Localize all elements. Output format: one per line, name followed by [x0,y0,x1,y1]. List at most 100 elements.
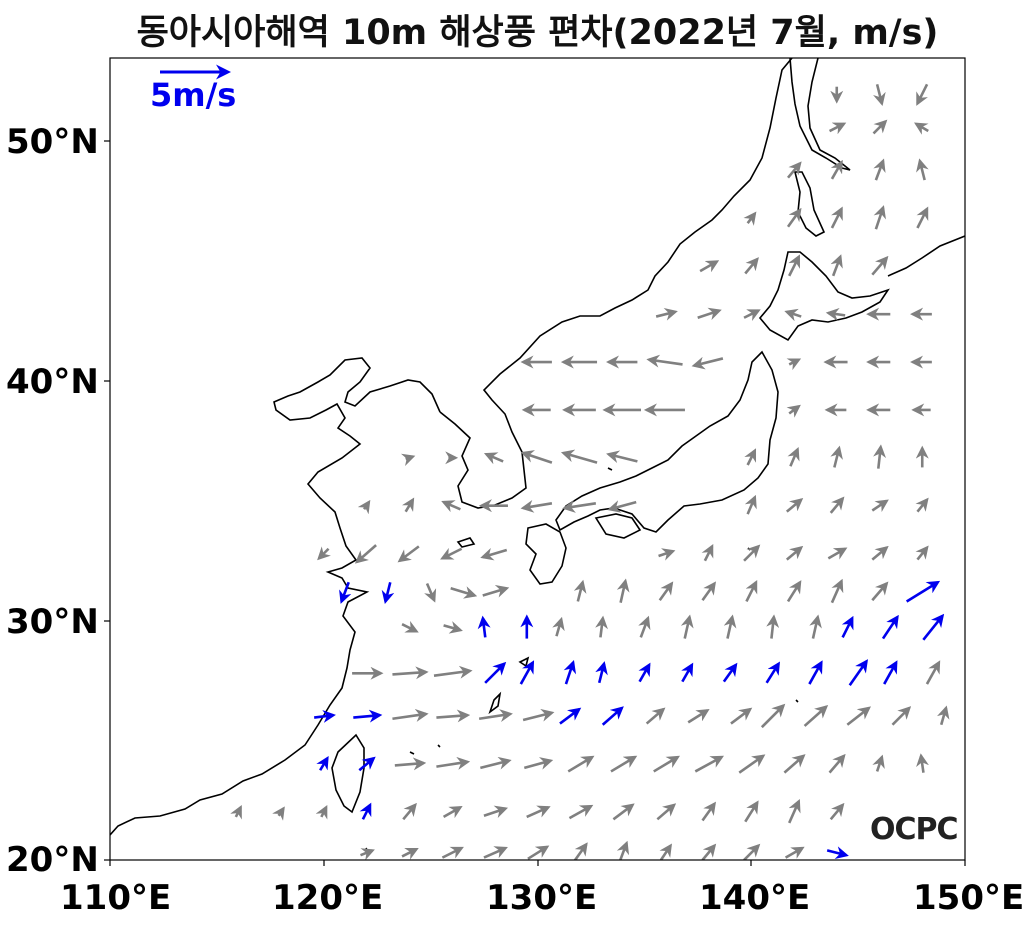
wind-vector-94 [443,621,463,634]
wind-vector-52 [830,445,843,468]
significant-wind-vector-113 [595,661,608,684]
wind-vector-127 [522,708,555,722]
wind-vector-152 [916,753,929,773]
wind-vector-97 [552,616,565,637]
wind-vector-13 [873,205,886,230]
y-tick-label-40n: 40°N [6,362,99,402]
wind-vector-176 [701,843,717,860]
map-title: 동아시아해역 10m 해상풍 편차(2022년 7월, m/s) [136,13,939,53]
wind-vector-135 [846,706,871,726]
wind-vector-field [230,83,950,860]
wind-vector-99 [638,615,651,638]
axis-ticks [104,140,966,866]
x-tick-label-120e: 120°E [272,878,384,918]
shikoku-coastline [594,513,642,539]
wind-vector-57 [441,500,461,513]
jeju-island [456,537,476,548]
wind-vector-142 [480,756,512,770]
wind-vector-69 [397,545,420,563]
significant-wind-vector-118 [808,660,823,685]
wind-vector-68 [354,544,377,564]
wind-vector-100 [680,614,694,639]
significant-wind-vector-112 [563,659,577,685]
wind-vector-51 [787,447,800,467]
wind-vector-172 [527,845,550,860]
significant-wind-vector-111 [519,660,535,685]
wind-vector-14 [916,206,929,229]
coastlines [110,58,965,853]
wind-vector-22 [743,309,761,322]
wind-vector-169 [401,848,419,860]
wind-vector-83 [482,585,510,598]
wind-vector-93 [401,620,419,633]
wind-vector-49 [606,450,638,464]
ocpc-logo: OCPC [870,812,959,847]
wind-vector-178 [784,846,805,859]
wind-vector-18 [830,254,843,277]
wind-vector-2 [916,83,929,106]
significant-wind-vector-106 [922,613,945,641]
wind-vector-20 [655,307,678,321]
wind-vector-146 [653,755,680,773]
wind-vector-74 [743,544,761,562]
wind-vector-151 [872,754,885,772]
wind-vector-19 [871,255,889,276]
y-tick-label-50n: 50°N [6,122,99,162]
kyushu-coastline [525,523,567,585]
significant-wind-vector-104 [841,615,854,638]
wind-vector-67 [317,546,331,561]
wind-vector-89 [786,580,802,603]
wind-vector-90 [830,578,844,604]
wind-vector-15 [699,260,720,273]
wind-vector-153 [230,804,242,820]
wind-vector-147 [694,755,724,773]
wind-vector-143 [523,757,554,770]
significant-wind-vector-138 [316,756,329,771]
wind-vector-47 [520,450,553,464]
wind-vector-31 [691,356,724,370]
ryukyu-islands [488,656,530,715]
wind-vector-84 [573,579,587,602]
significant-wind-vector-120 [883,660,898,685]
wind-vector-163 [656,803,677,821]
wind-vector-165 [744,800,759,823]
wind-vector-10 [743,211,757,226]
wind-vector-44 [400,453,416,467]
significant-wind-vector-122 [313,709,336,723]
wind-vector-63 [785,498,804,513]
wind-vector-87 [701,581,717,602]
wind-vector-81 [424,582,437,603]
wind-vector-102 [766,614,780,639]
wind-vector-23 [784,308,802,322]
wind-vector-109 [433,665,473,679]
wind-vector-62 [744,494,757,515]
wind-vector-9 [916,158,929,181]
significant-wind-vector-156 [359,802,372,820]
wind-vector-24 [825,307,846,321]
significant-wind-vector-129 [601,706,624,726]
wind-vector-85 [616,578,630,603]
wind-vector-121 [925,660,941,685]
sakhalin-south [793,171,826,237]
wind-vector-61 [607,500,637,513]
hokkaido-coastline [758,251,890,342]
wind-vector-149 [783,754,806,774]
wind-vector-48 [560,449,598,464]
wind-vector-108 [392,666,429,680]
wind-vector-56 [401,497,415,513]
significant-wind-vector-139 [358,756,376,772]
wind-vector-171 [483,846,508,859]
wind-vector-159 [483,805,509,818]
wind-vector-131 [687,708,710,724]
wind-vector-50 [744,448,757,466]
y-tick-label-30n: 30°N [6,602,99,642]
wind-vector-91 [871,581,889,602]
wind-vector-53 [873,444,887,469]
wind-vector-64 [829,496,845,514]
wind-vector-175 [659,843,672,860]
x-tick-label-150e: 150°E [913,878,1025,918]
wind-vector-6 [787,161,802,179]
wind-vector-148 [738,754,766,774]
small-islands [365,467,799,853]
wind-vector-11 [786,207,802,228]
